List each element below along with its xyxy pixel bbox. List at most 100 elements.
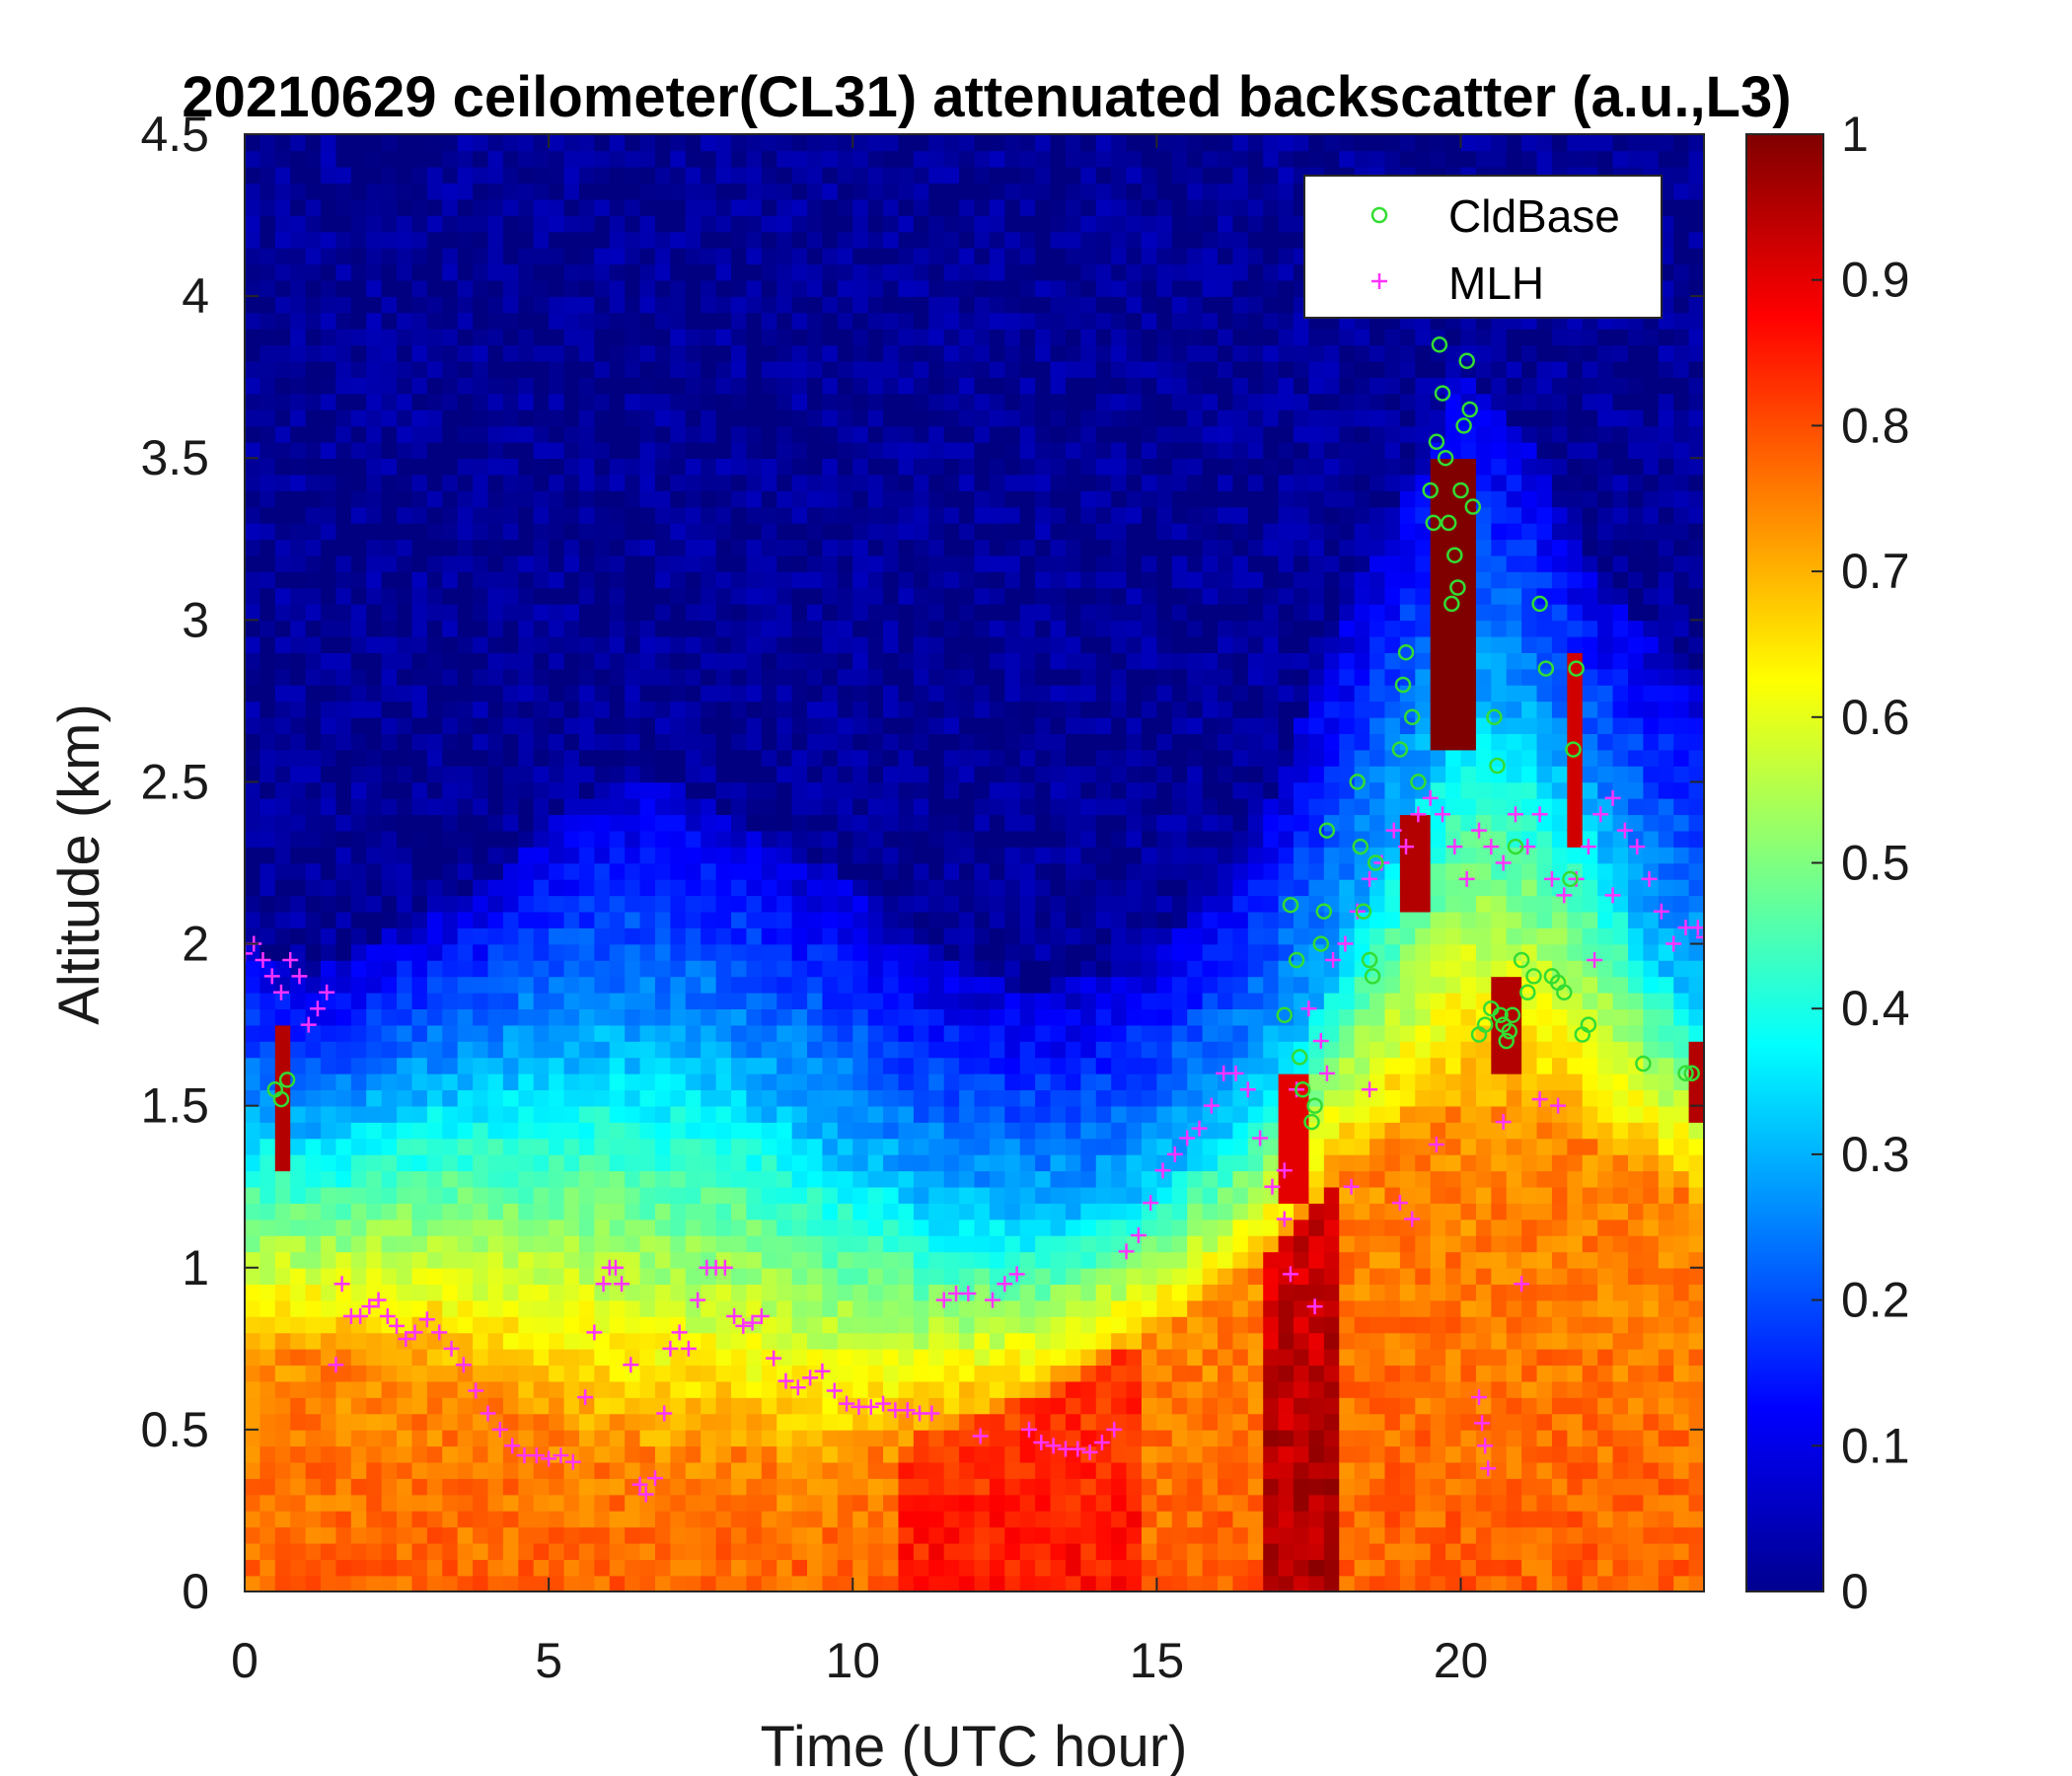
heatmap-cell [321, 1380, 337, 1398]
heatmap-cell [290, 911, 307, 928]
heatmap-cell [654, 635, 672, 653]
heatmap-cell [625, 1316, 641, 1334]
heatmap-cell [321, 992, 337, 1009]
heatmap-cell [791, 814, 808, 832]
heatmap-cell [715, 1559, 732, 1577]
heatmap-cell [852, 733, 869, 751]
heatmap-cell [1050, 1138, 1067, 1155]
heatmap-cell [518, 959, 535, 978]
heatmap-cell [274, 1057, 292, 1074]
heatmap-cell [426, 393, 444, 410]
heatmap-cell [883, 847, 900, 864]
heatmap-cell [487, 1284, 504, 1301]
heatmap-cell [305, 1542, 322, 1560]
heatmap-cell [837, 733, 854, 751]
heatmap-cell [473, 1122, 489, 1140]
heatmap-cell [822, 716, 839, 735]
heatmap-cell [625, 1478, 641, 1496]
heatmap-cell [1050, 878, 1067, 897]
heatmap-cell [867, 1365, 884, 1382]
heatmap-cell [1065, 458, 1082, 476]
heatmap-cell [594, 231, 611, 249]
heatmap-cell [746, 733, 763, 751]
heatmap-cell [1080, 847, 1097, 864]
heatmap-cell [502, 1284, 520, 1301]
heatmap-cell [654, 408, 672, 427]
heatmap-cell [685, 1008, 702, 1026]
heatmap-cell [609, 166, 626, 185]
heatmap-cell [777, 620, 793, 637]
heatmap-cell [639, 344, 656, 362]
heatmap-cell [487, 183, 504, 200]
heatmap-cell [943, 1008, 960, 1026]
heatmap-cell [883, 1299, 900, 1317]
heatmap-cell [305, 1559, 322, 1577]
heatmap-cell [1035, 1299, 1052, 1317]
heatmap-cell [625, 1024, 641, 1042]
heatmap-cell [943, 279, 960, 297]
heatmap-cell [943, 183, 960, 200]
heatmap-cell [837, 1478, 854, 1496]
heatmap-cell [761, 1461, 778, 1479]
heatmap-cell [533, 1299, 550, 1317]
heatmap-cell [654, 1575, 672, 1591]
heatmap-cell [685, 603, 702, 622]
heatmap-cell [366, 571, 383, 589]
heatmap-cell [245, 797, 261, 816]
heatmap-cell [1035, 408, 1052, 427]
heatmap-cell [259, 1445, 276, 1463]
heatmap-cell [777, 1008, 793, 1026]
heatmap-cell [290, 198, 307, 216]
heatmap-cell [259, 1348, 276, 1367]
heatmap-cell [822, 1429, 839, 1447]
heatmap-cell [533, 1008, 550, 1026]
heatmap-cell [305, 360, 322, 378]
heatmap-cell [974, 198, 991, 216]
heatmap-cell [731, 279, 748, 297]
heatmap-cell [245, 360, 261, 378]
heatmap-cell [502, 263, 520, 281]
heatmap-cell [1080, 878, 1097, 897]
heatmap-cell [807, 1122, 824, 1140]
heatmap-cell [701, 408, 717, 427]
heatmap-cell [563, 733, 580, 751]
heatmap-cell [518, 1008, 535, 1026]
heatmap-cell [335, 976, 352, 994]
heatmap-cell [928, 506, 945, 524]
heatmap-cell [625, 1041, 641, 1059]
heatmap-cell [1004, 1510, 1021, 1528]
heatmap-cell [867, 1153, 884, 1172]
heatmap-cell [777, 134, 793, 152]
heatmap-cell [335, 1267, 352, 1285]
heatmap-cell [928, 360, 945, 378]
heatmap-cell [746, 781, 763, 799]
heatmap-cell [457, 733, 474, 751]
heatmap-cell [807, 895, 824, 913]
heatmap-cell [321, 522, 337, 541]
heatmap-cell [350, 766, 368, 783]
heatmap-cell [487, 1251, 504, 1269]
heatmap-cell [442, 539, 459, 556]
heatmap-cell [654, 992, 672, 1009]
heatmap-cell [457, 766, 474, 783]
heatmap-cell [335, 1251, 352, 1269]
heatmap-cell [594, 1203, 611, 1221]
heatmap-cell [822, 1494, 839, 1512]
heatmap-cell [791, 1332, 808, 1350]
heatmap-cell [1019, 555, 1036, 572]
heatmap-cell [974, 506, 991, 524]
heatmap-cell [959, 490, 976, 508]
heatmap-cell [639, 1105, 656, 1123]
heatmap-cell [777, 587, 793, 605]
heatmap-cell [549, 1461, 565, 1479]
heatmap-cell [563, 215, 580, 233]
heatmap-cell [822, 490, 839, 508]
heatmap-cell [473, 620, 489, 637]
heatmap-cell [654, 797, 672, 816]
heatmap-cell [1080, 1380, 1097, 1398]
heatmap-cell [1035, 1575, 1052, 1591]
heatmap-cell [852, 797, 869, 816]
heatmap-cell [807, 797, 824, 816]
heatmap-cell [989, 1203, 1006, 1221]
heatmap-cell [305, 911, 322, 928]
